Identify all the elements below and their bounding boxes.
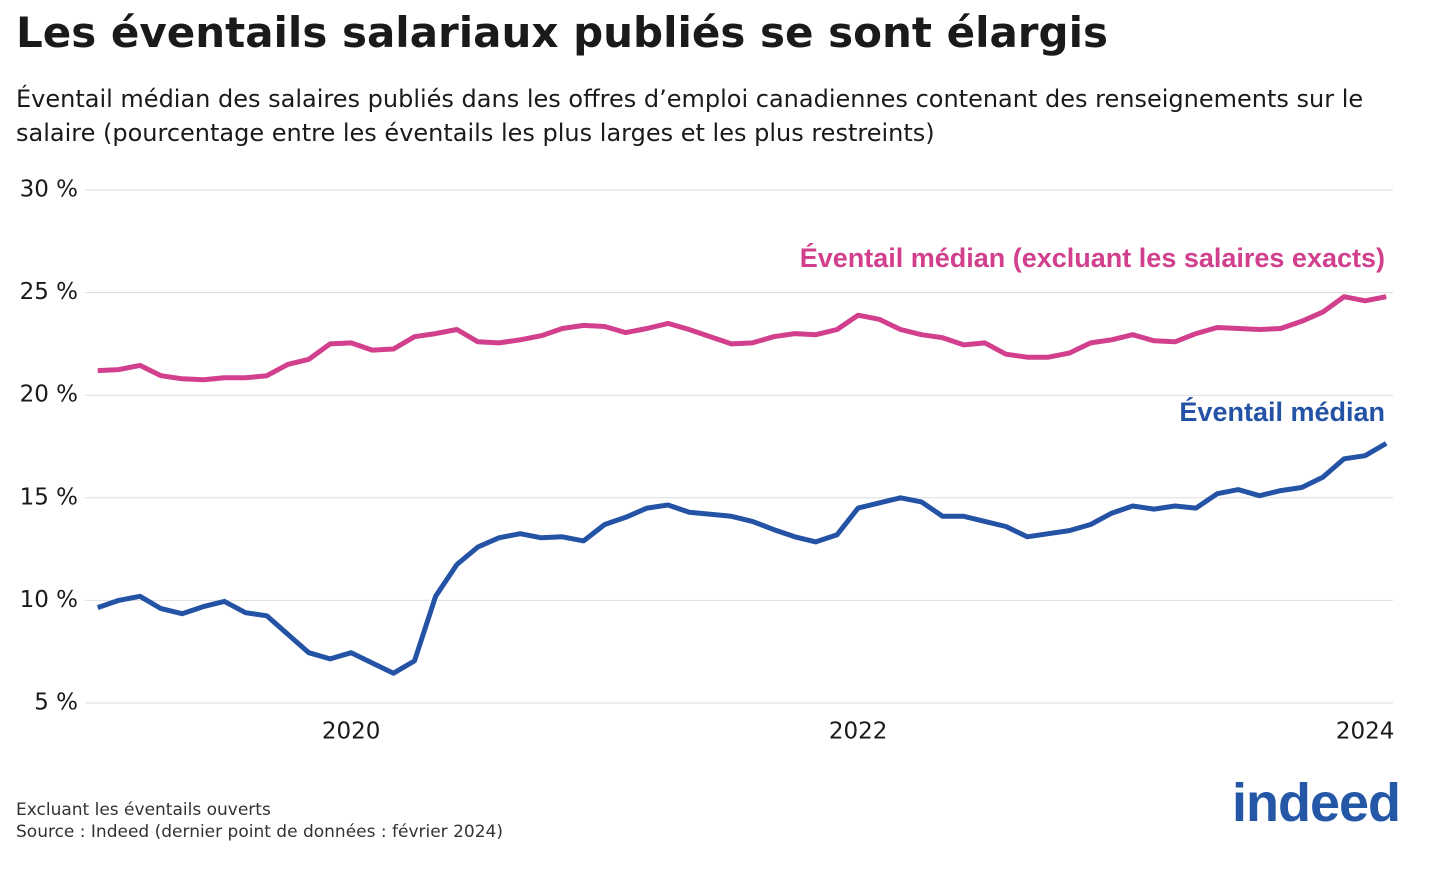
x-tick-label: 2020 bbox=[322, 719, 381, 745]
x-tick-label: 2024 bbox=[1336, 719, 1395, 745]
y-tick-label: 30 % bbox=[20, 177, 78, 203]
y-tick-label: 5 % bbox=[34, 690, 78, 716]
footnote: Excluant les éventails ouverts bbox=[16, 800, 271, 820]
series-label: Éventail médian (excluant les salaires e… bbox=[800, 242, 1385, 273]
data-line bbox=[96, 441, 1388, 676]
logo: indeed bbox=[1231, 773, 1401, 833]
y-tick-label: 25 % bbox=[20, 279, 78, 305]
source: Source : Indeed (dernier point de donnée… bbox=[16, 822, 503, 842]
y-tick-label: 10 % bbox=[20, 587, 78, 613]
data-line bbox=[97, 294, 1387, 383]
x-tick-label: 2022 bbox=[829, 719, 888, 745]
y-tick-label: 15 % bbox=[20, 484, 78, 510]
y-tick-label: 20 % bbox=[20, 382, 78, 408]
chart-subtitle: Éventail médian des salaires publiés dan… bbox=[16, 85, 1364, 147]
chart-title: Les éventails salariaux publiés se sont … bbox=[16, 8, 1108, 57]
series-label: Éventail médian bbox=[1179, 396, 1385, 427]
